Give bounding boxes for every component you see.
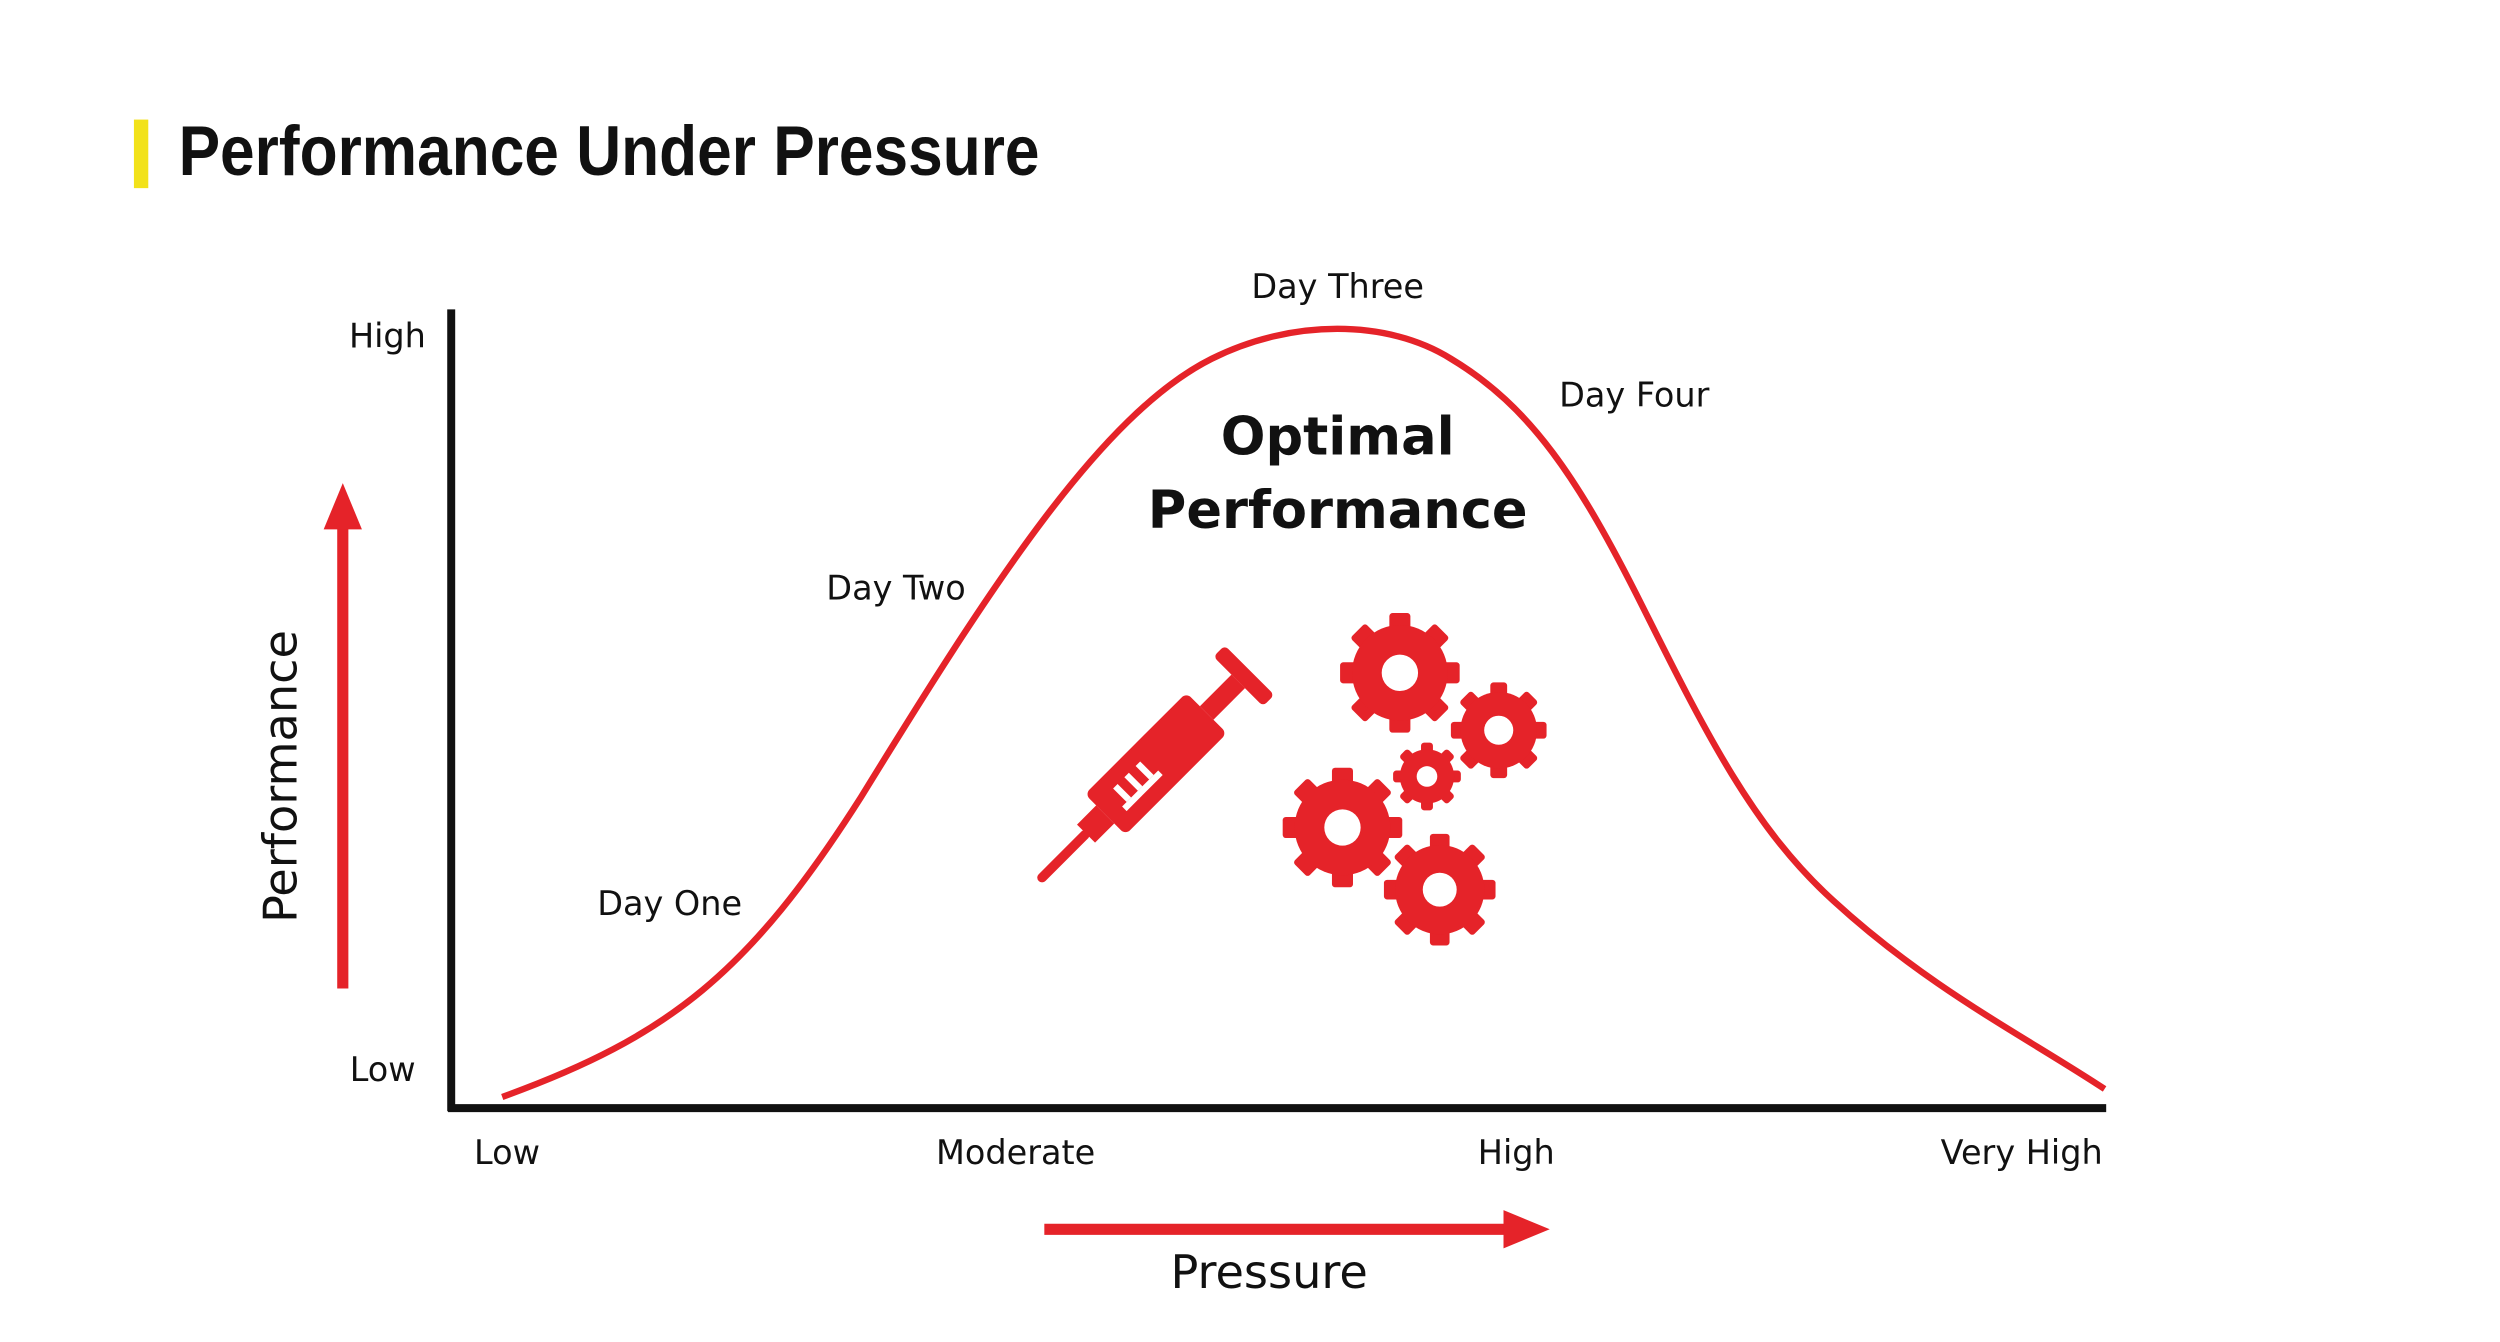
gear-hole — [1484, 715, 1514, 745]
gear-hole — [1422, 872, 1457, 907]
title-accent — [133, 119, 149, 189]
syringe-icon — [1037, 647, 1273, 883]
performance-curve — [501, 325, 2107, 1100]
x-tick-label: Low — [474, 1133, 540, 1172]
gear — [1450, 682, 1547, 779]
page-title: Performance Under Pressure — [179, 111, 1040, 190]
curve-label: Day One — [597, 884, 742, 923]
gear — [1393, 742, 1461, 811]
y-tick-label: High — [349, 317, 426, 356]
center-label: Optimal — [1221, 407, 1455, 468]
x-axis-title: Pressure — [1170, 1245, 1367, 1299]
gears-icon — [1282, 613, 1547, 946]
x-tick-label: High — [1478, 1133, 1555, 1172]
y-axis-title: Performance — [253, 630, 307, 923]
curve-label: Day Three — [1251, 267, 1424, 306]
gear — [1383, 833, 1496, 946]
x-tick-label: Very High — [1941, 1133, 2103, 1172]
gear-hole — [1324, 809, 1361, 846]
gear — [1282, 767, 1403, 888]
x-arrow-head — [1503, 1210, 1550, 1249]
gear-hole — [1416, 766, 1438, 787]
center-label: Performance — [1148, 480, 1528, 541]
curve-label: Day Two — [826, 568, 965, 607]
gear-hole — [1381, 654, 1419, 692]
curve-label: Day Four — [1559, 376, 1709, 415]
x-tick-label: Moderate — [936, 1133, 1095, 1172]
y-tick-label: Low — [350, 1050, 416, 1089]
y-arrow-head — [323, 483, 362, 530]
gear — [1340, 613, 1460, 733]
